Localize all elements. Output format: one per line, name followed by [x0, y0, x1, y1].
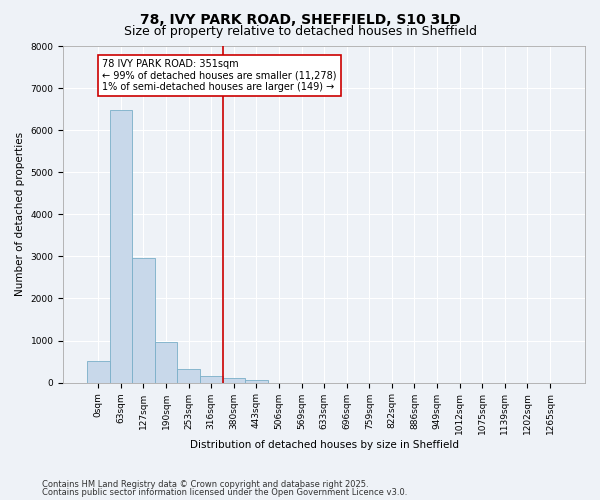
Bar	[245, 380, 268, 382]
Bar	[110, 110, 132, 382]
Text: Contains public sector information licensed under the Open Government Licence v3: Contains public sector information licen…	[42, 488, 407, 497]
Bar	[132, 258, 155, 382]
Y-axis label: Number of detached properties: Number of detached properties	[15, 132, 25, 296]
Bar	[155, 342, 178, 382]
Text: Contains HM Land Registry data © Crown copyright and database right 2025.: Contains HM Land Registry data © Crown c…	[42, 480, 368, 489]
X-axis label: Distribution of detached houses by size in Sheffield: Distribution of detached houses by size …	[190, 440, 458, 450]
Bar	[200, 376, 223, 382]
Text: 78 IVY PARK ROAD: 351sqm
← 99% of detached houses are smaller (11,278)
1% of sem: 78 IVY PARK ROAD: 351sqm ← 99% of detach…	[103, 58, 337, 92]
Text: 78, IVY PARK ROAD, SHEFFIELD, S10 3LD: 78, IVY PARK ROAD, SHEFFIELD, S10 3LD	[140, 12, 460, 26]
Bar	[87, 360, 110, 382]
Bar	[223, 378, 245, 382]
Text: Size of property relative to detached houses in Sheffield: Size of property relative to detached ho…	[124, 25, 476, 38]
Bar	[178, 368, 200, 382]
